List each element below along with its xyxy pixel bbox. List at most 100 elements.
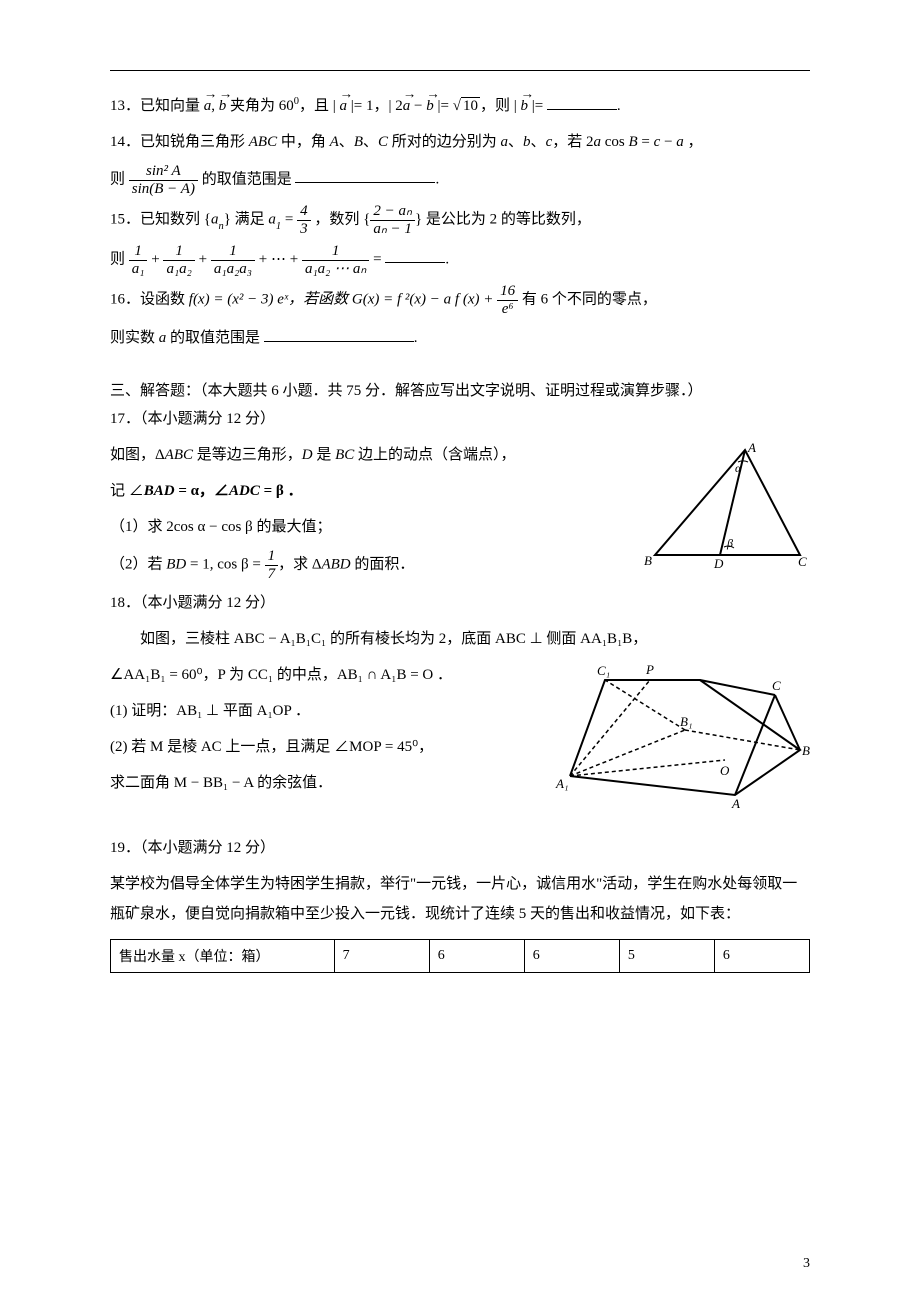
q16-l2a: 则实数 (110, 330, 159, 346)
label-B1: B₁ (680, 714, 692, 729)
q19-head: 19．（本小题满分 12 分） (110, 833, 810, 863)
q14-l1d: 所对的边分别为 (388, 134, 501, 150)
q15-t3: 1a₁a₂a₃ (211, 243, 255, 277)
q14-tail: . (435, 171, 439, 187)
letA: A (330, 134, 339, 150)
q17-l1b: 是等边三角形， (193, 447, 302, 463)
q17-D: D (302, 447, 313, 463)
q17-ABD: ABD (321, 556, 350, 572)
q14-l2b: 的取值范围是 (198, 171, 296, 187)
q17-ABC: ABC (165, 447, 193, 463)
table-row: 售出水量 x（单位：箱） 7 6 6 5 6 (111, 940, 810, 973)
q18-head: 18．（本小题满分 12 分） (110, 588, 810, 618)
q16-l1d: 有 6 个不同的零点， (518, 291, 657, 307)
q17-p2b: = 1, cos β = (186, 556, 264, 572)
q17-l1d: 边上的动点（含端点）， (354, 447, 515, 463)
label-beta: β (726, 536, 733, 550)
label-O: O (720, 763, 730, 778)
vec-b: b (219, 91, 227, 121)
q15-frac2: 2 − aₙaₙ − 1 (370, 203, 415, 237)
q15-1: 1 (276, 221, 281, 232)
label-B: B (802, 743, 810, 758)
leta3: a (676, 134, 684, 150)
vec-b2: b (426, 91, 434, 121)
q14-frac: sin² Asin(B − A) (129, 163, 198, 197)
q17-l1a: 如图，Δ (110, 447, 165, 463)
q15-frac1: 43 (297, 203, 311, 237)
q13-text: 13．已知向量 (110, 98, 204, 114)
q17-figure: A B C D α β (640, 440, 810, 585)
q13-m3: |= 1，| 2 (347, 98, 403, 114)
table-cell-1: 7 (334, 940, 429, 973)
q17-BAD: BAD (144, 483, 175, 499)
question-16: 16．设函数 f(x) = (x² − 3) eˣ，若函数 G(x) = f ²… (110, 283, 810, 317)
vec-b3: b (520, 91, 528, 121)
prism-icon: A₁ C₁ P C B A B₁ O (550, 660, 810, 810)
q16-l1c: (x) = f ²(x) − a f (x) + (363, 291, 497, 307)
q15-n: n (218, 221, 223, 232)
q14-e1: 、 (508, 134, 523, 150)
label-D: D (713, 556, 724, 571)
q14-l1j: ， (684, 134, 703, 150)
q13-m2: ，且 | (299, 98, 340, 114)
q17-eqb: = β ． (260, 483, 303, 499)
vec-a3: a (403, 91, 411, 121)
q15-eq2: = (373, 251, 385, 267)
q16-l2b: 的取值范围是 (166, 330, 264, 346)
q14-blank (295, 167, 435, 183)
label-C: C (772, 678, 781, 693)
q15-t2: 1a₁a₂ (163, 243, 194, 277)
question-15: 15．已知数列 {an} 满足 a1 = 43 ，数列 {2 − aₙaₙ − … (110, 203, 810, 237)
q14-l1a: 14．已知锐角三角形 (110, 134, 249, 150)
q19-body: 某学校为倡导全体学生为特困学生捐款，举行"一元钱，一片心，诚信用水"活动，学生在… (110, 869, 810, 929)
table-cell-5: 6 (714, 940, 809, 973)
q17-p2c: ，求 Δ (278, 556, 321, 572)
vec-a2: a (340, 91, 348, 121)
q17-BD: BD (166, 556, 186, 572)
q16-blank (264, 326, 414, 342)
q18-figure: A₁ C₁ P C B A B₁ O (550, 660, 810, 815)
q16-l1a: 16．设函数 (110, 291, 189, 307)
q18-l1: 如图，三棱柱 ABC − A₁B₁C₁ 的所有棱长均为 2，底面 ABC ⊥ 侧… (140, 624, 810, 654)
q15-tail: . (445, 251, 449, 267)
label-C1: C₁ (597, 663, 610, 678)
triangle-icon: A B C D α β (640, 440, 810, 580)
label-alpha: α (735, 461, 742, 475)
q17-l2a: 记 ∠ (110, 483, 144, 499)
q15-l1d: } 是公比为 2 的等比数列， (415, 211, 591, 227)
table-cell-2: 6 (429, 940, 524, 973)
q15-l1c: ，数列 { (311, 211, 371, 227)
q13-m6: ，则 | (480, 98, 521, 114)
q17-head: 17．（本小题满分 12 分） (110, 404, 810, 434)
q16-frac: 16e⁶ (497, 283, 518, 317)
q15-p1: + (151, 251, 163, 267)
label-A: A (747, 440, 756, 455)
q15-blank (385, 247, 445, 263)
q15-t4: 1a₁a₂ ⋯ aₙ (302, 243, 369, 277)
q14-l1b: 中，角 (277, 134, 330, 150)
q15-dots: + ⋯ + (259, 251, 302, 267)
q14-l1g: cos (601, 134, 629, 150)
q17-l1c: 是 (313, 447, 336, 463)
top-rule (110, 70, 810, 71)
q14-l1h: = (638, 134, 654, 150)
q13-sqrt: 10 (453, 91, 480, 121)
q16-G: G (352, 291, 363, 307)
q17-ADC: ADC (229, 483, 260, 499)
question-13: 13．已知向量 a, b 夹角为 600，且 | a |= 1，| 2a − b… (110, 91, 810, 121)
letC: C (378, 134, 388, 150)
q17-eqa: = α，∠ (175, 483, 229, 499)
q14-l1f: ，若 2 (552, 134, 593, 150)
label-A1: A₁ (555, 776, 568, 791)
page-number: 3 (803, 1256, 810, 1272)
section-3-head: 三、解答题：（本大题共 6 小题．共 75 分．解答应写出文字说明、证明过程或演… (110, 379, 810, 400)
q17-frac: 17 (265, 548, 279, 582)
label-B: B (644, 553, 652, 568)
table-cell-3: 6 (524, 940, 619, 973)
vec-a: a (204, 91, 212, 121)
q14-l1i: − (660, 134, 676, 150)
q14-e2: 、 (531, 134, 546, 150)
q17-BC: BC (335, 447, 354, 463)
q16-l1b: (x) = (x² − 3) eˣ，若函数 (193, 291, 352, 307)
q13-tail: . (617, 98, 621, 114)
